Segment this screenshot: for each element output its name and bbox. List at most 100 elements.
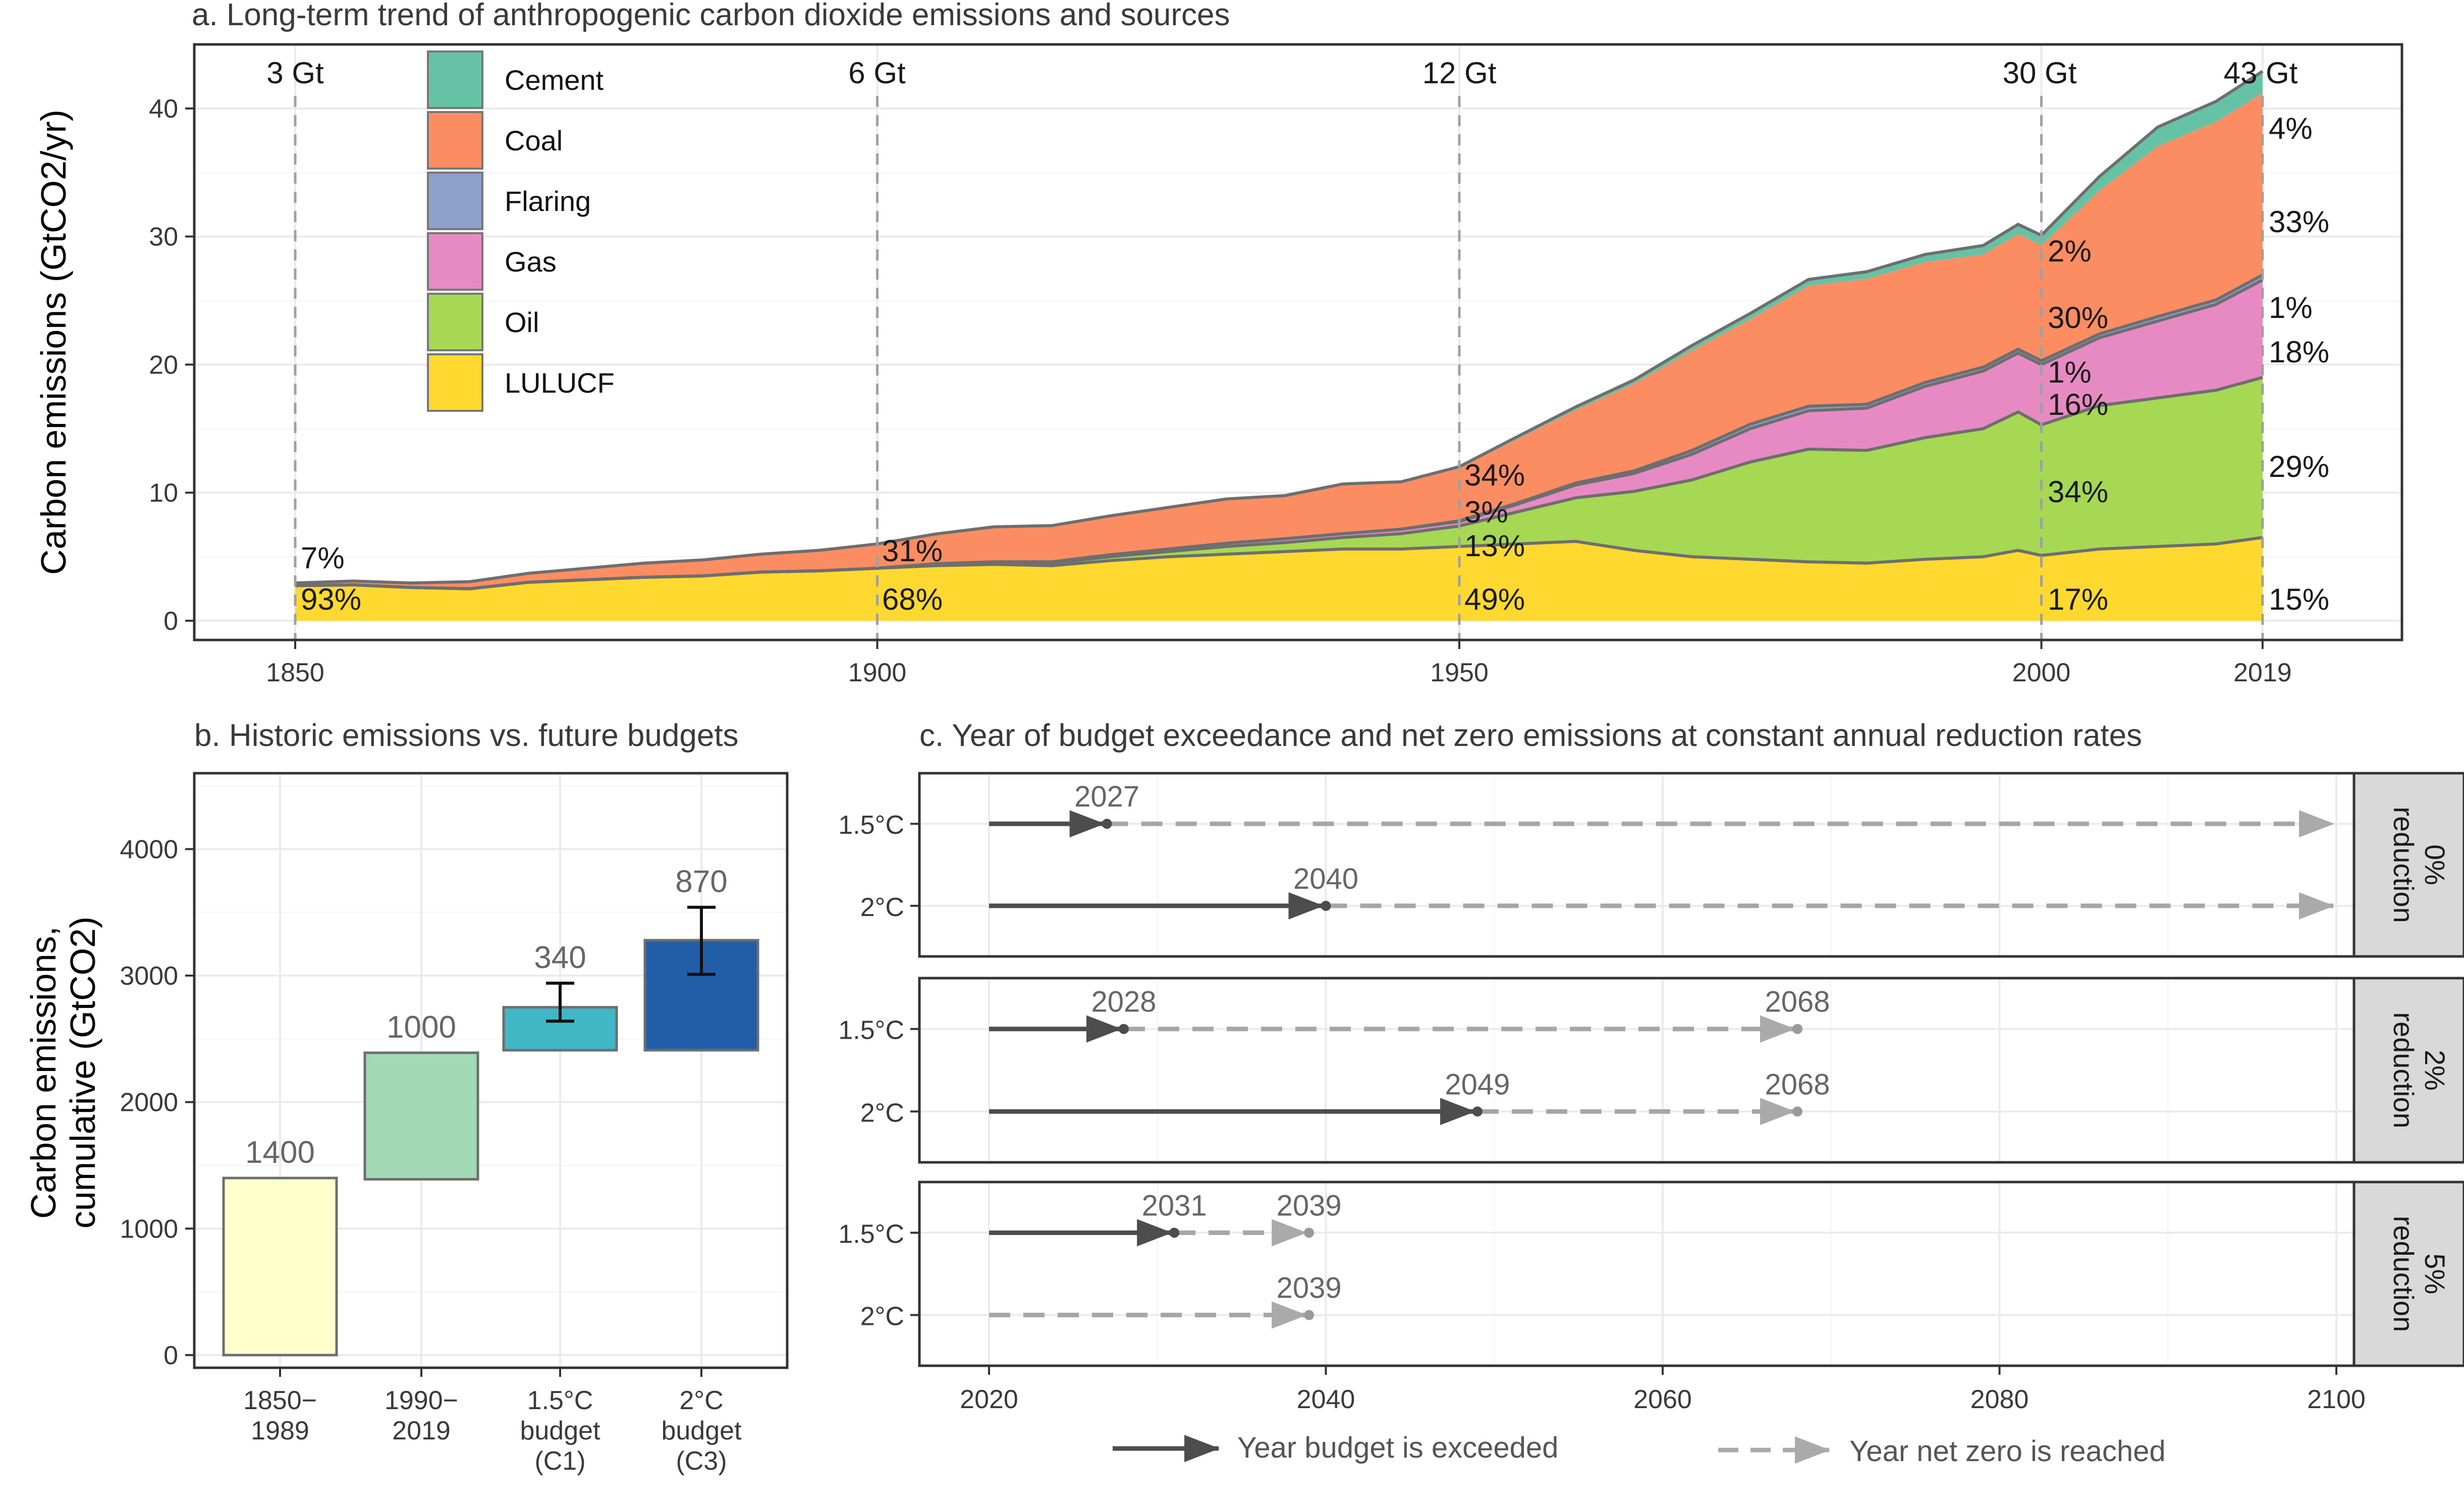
netzero-year-label: 2039 [1277, 1189, 1342, 1222]
b-x-tick-label: (C1) [534, 1446, 585, 1476]
bar-2 [502, 1006, 618, 1052]
share-1950-lulucf: 49% [1464, 582, 1525, 616]
facet-strip [2352, 1181, 2464, 1367]
b-y-tick-label: 2000 [120, 1088, 178, 1117]
netzero-year-label: 2039 [1277, 1272, 1342, 1305]
panel-b-y-title-line2: cumulative (GtCO2) [63, 917, 102, 1228]
y-tick-label: 40 [149, 94, 178, 124]
c-x-tick-label: 2040 [1297, 1385, 1355, 1414]
panel-a-title: a. Long-term trend of anthropogenic carb… [192, 0, 1230, 32]
total-2000: 30 Gt [2003, 56, 2077, 90]
facet-2: 2031 2039 1.5°C 2039 2°C 5%reduction [838, 1181, 2464, 1367]
bar-value-label: 340 [534, 940, 586, 975]
panel-b-y-ticks: 0 1000 2000 3000 4000 [120, 835, 194, 1370]
panel-b-y-title-line1: Carbon emissions, [24, 926, 63, 1219]
facet-strip [2352, 977, 2464, 1164]
share-1950-coal: 34% [1464, 458, 1525, 492]
legend-label-gas: Gas [505, 246, 557, 278]
panel-a-legend: Cement Coal Flaring Gas Oil LULUCF [427, 50, 615, 412]
share-2000-lulucf: 17% [2048, 582, 2108, 616]
share-2000-flaring: 1% [2048, 355, 2092, 389]
legend-key-cement [427, 50, 483, 109]
share-2000-cement: 2% [2048, 234, 2092, 268]
legend-label-flaring: Flaring [505, 185, 591, 217]
strip-rate: 5% [2419, 1254, 2451, 1295]
facet-frame [918, 1181, 2356, 1367]
b-x-tick-label: 1850− [243, 1386, 317, 1415]
legend-key-gas [427, 232, 483, 291]
y-tick-label: 0 [163, 607, 178, 636]
total-2019: 43 Gt [2224, 56, 2298, 90]
exceeded-year-label: 2040 [1293, 863, 1358, 895]
area-lulucf [295, 538, 2263, 621]
legend-key-flaring [427, 172, 483, 230]
panel-b-x-ticks: 1850−19891990−20191.5°Cbudget(C1)2°Cbudg… [243, 1368, 742, 1476]
x-tick-label: 1850 [266, 658, 324, 687]
exceeded-point [1321, 900, 1331, 911]
panel-b-bars: 1400 1000 340 870 [222, 865, 759, 1357]
share-1900-coal: 31% [882, 534, 943, 568]
bar-value-label: 1000 [387, 1010, 456, 1045]
facet-1: 2028 2068 1.5°C 2049 2068 2°C 2%reduction [838, 977, 2464, 1164]
legend-label-oil: Oil [505, 306, 539, 338]
facet-strip [2352, 772, 2464, 958]
share-2000-gas: 16% [2048, 388, 2108, 421]
share-1900-lulucf: 68% [882, 582, 943, 616]
share-2000-oil: 34% [2048, 475, 2108, 509]
b-y-tick-label: 0 [163, 1341, 178, 1370]
netzero-point [1792, 1106, 1802, 1117]
bar-1 [363, 1051, 479, 1181]
b-x-tick-label: 1.5°C [527, 1386, 593, 1415]
share-2000-coal: 30% [2048, 301, 2108, 335]
b-x-tick-label: budget [520, 1416, 600, 1445]
c-x-tick-label: 2100 [2307, 1385, 2366, 1414]
panel-c-x-ticks: 2020 2040 2060 2080 2100 [960, 1366, 2366, 1414]
panel-a-frame [193, 43, 2403, 641]
share-1950-gas: 3% [1464, 495, 1508, 529]
c-row-label: 1.5°C [838, 1219, 904, 1249]
exceeded-year-label: 2031 [1142, 1189, 1207, 1222]
legend-label-lulucf: LULUCF [505, 367, 615, 399]
b-x-tick-label: 2°C [679, 1386, 723, 1415]
c-x-tick-label: 2080 [1970, 1385, 2029, 1414]
share-1850-coal: 7% [301, 541, 345, 575]
strip-rate: 0% [2419, 844, 2451, 885]
c-row-label: 1.5°C [838, 1016, 904, 1045]
area-coal [295, 93, 2263, 589]
netzero-point [1304, 1227, 1315, 1238]
share-2019-coal: 33% [2269, 205, 2329, 239]
panel-a-areas [295, 70, 2264, 621]
share-1850-lulucf: 93% [301, 582, 361, 616]
strip-reduction: reduction [2388, 1216, 2420, 1332]
exceeded-year-label: 2027 [1074, 780, 1139, 813]
b-x-tick-label: 1989 [251, 1416, 309, 1445]
panel-a-y-ticks: 0 10 20 30 40 [149, 94, 194, 636]
panel-b-frame [193, 772, 789, 1369]
legend-label-cement: Cement [505, 64, 604, 96]
y-tick-label: 10 [149, 478, 178, 508]
b-y-tick-label: 4000 [120, 835, 178, 864]
bar-0 [222, 1176, 338, 1357]
panel-a: a. Long-term trend of anthropogenic carb… [34, 0, 2403, 687]
b-x-tick-label: (C3) [676, 1446, 727, 1476]
total-1900: 6 Gt [848, 56, 906, 90]
exceeded-point [1119, 1024, 1129, 1034]
x-tick-label: 1900 [848, 658, 907, 687]
c-row-label: 2°C [860, 1302, 904, 1331]
strip-reduction: reduction [2388, 1012, 2420, 1128]
b-y-tick-label: 3000 [120, 961, 178, 991]
share-1950-oil: 13% [1464, 529, 1525, 563]
panel-c-title: c. Year of budget exceedance and net zer… [919, 718, 2142, 753]
panel-c: c. Year of budget exceedance and net zer… [838, 718, 2464, 1468]
c-row-label: 1.5°C [838, 811, 904, 840]
exceeded-year-label: 2049 [1445, 1068, 1510, 1101]
bar-value-label: 1400 [245, 1135, 315, 1170]
legend-key-oil [427, 293, 483, 351]
total-1850: 3 Gt [266, 56, 324, 90]
panel-c-legend: Year budget is exceeded Year net zero is… [1113, 1431, 2166, 1468]
y-tick-label: 30 [149, 223, 178, 252]
panel-a-y-title: Carbon emissions (GtCO2/yr) [34, 110, 73, 575]
legend-key-lulucf [427, 353, 483, 412]
share-2019-cement: 4% [2269, 112, 2313, 145]
